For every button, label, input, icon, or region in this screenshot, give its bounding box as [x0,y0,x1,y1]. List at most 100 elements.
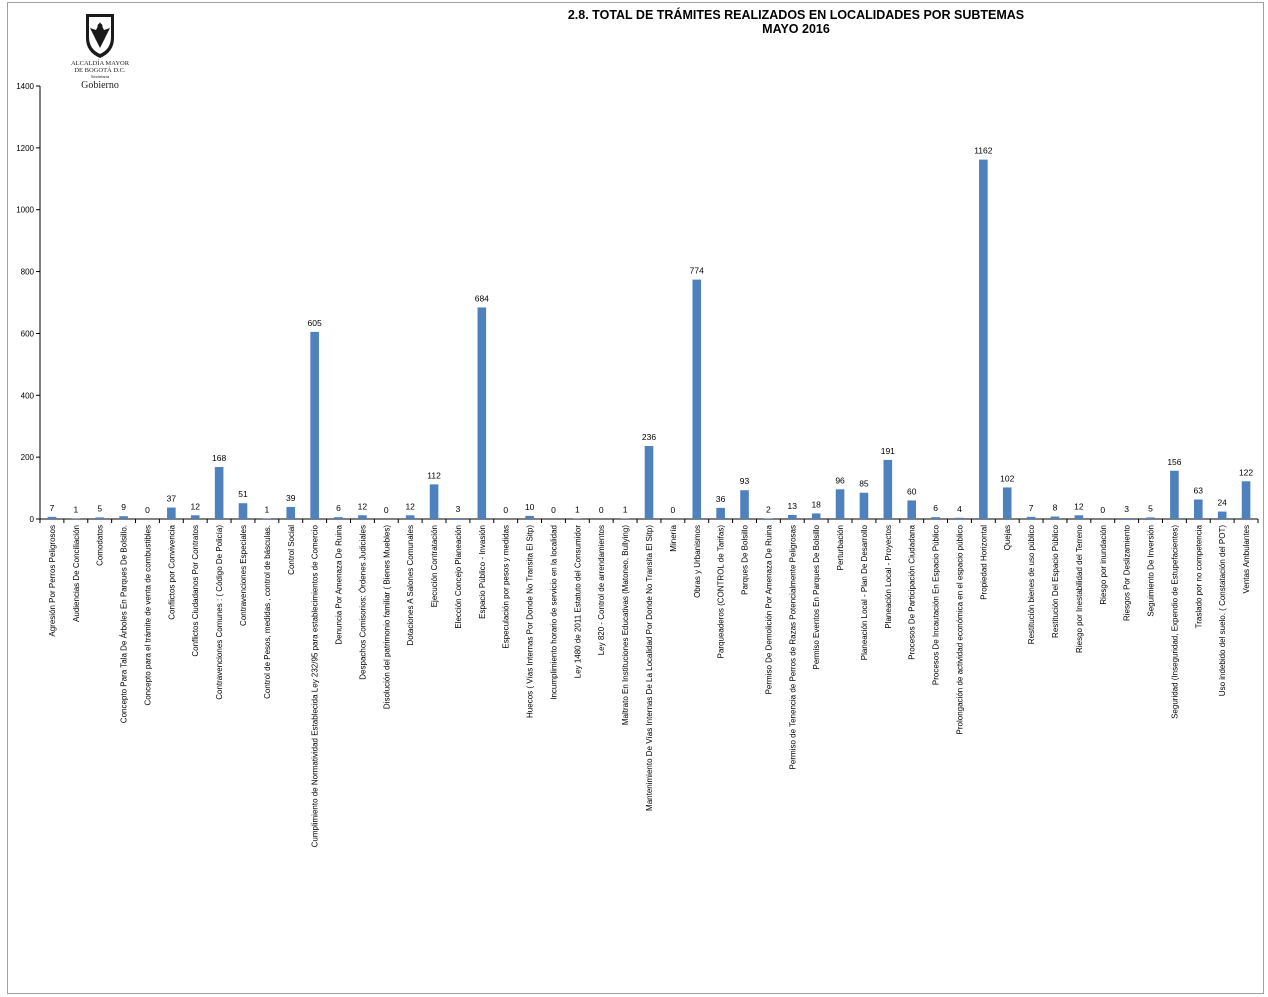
category-label: Dotaciones A Salones Comunales [406,525,415,646]
bar-value-label: 12 [358,501,368,511]
bar-value-label: 1162 [974,146,993,156]
bar-value-label: 12 [191,501,201,511]
chart-subtitle: MAYO 2016 [762,22,830,36]
bar-value-label: 0 [671,505,676,515]
bar-value-label: 96 [835,475,845,485]
bar [692,279,702,519]
bar-value-label: 12 [1074,501,1084,511]
bar-value-label: 13 [788,501,798,511]
y-tick-label: 0 [30,515,35,524]
bar-value-label: 191 [881,446,895,456]
y-tick-label: 600 [21,329,35,338]
bar-value-label: 39 [286,493,296,503]
category-label: Ley 1480 de 2011 Estatuto del Consumidor [573,525,582,679]
bar-value-label: 102 [1000,473,1014,483]
category-label: Disolución del patrimonio familiar ( Bie… [382,525,391,709]
y-tick-label: 1200 [16,144,34,153]
bar-value-label: 684 [475,293,489,303]
chart-frame [7,2,1264,994]
bar [525,515,534,519]
bar-value-label: 6 [336,503,341,513]
bar [1193,499,1203,519]
bar-value-label: 1 [623,505,628,515]
bar-value-label: 12 [405,501,415,511]
category-label: Procesos De Incautación En Espacio Públi… [932,524,941,685]
bar-value-label: 0 [551,505,556,515]
bar [1241,481,1251,519]
bar [477,307,487,519]
bar [119,516,128,519]
category-label: Despachos Comisorios: Órdenes Judiciales [358,525,367,680]
category-label: Parques De Bolsillo [741,524,750,594]
bar-value-label: 605 [308,318,322,328]
bar-value-label: 1 [73,505,78,515]
bar-value-label: 8 [1053,503,1058,513]
bar [740,490,749,519]
bar-value-label: 2 [766,504,771,514]
category-label: Perturbación [836,525,845,570]
chart-title: 2.8. TOTAL DE TRÁMITES REALIZADOS EN LOC… [460,8,1132,36]
category-label: Restitución Del Espacio Público [1051,524,1060,637]
category-label: Traslado por no competencia [1194,524,1203,628]
category-label: Cumplimiento de Normatividad Establecida… [311,524,320,847]
category-label: Propiedad Horizontal [979,525,988,600]
bar-value-label: 85 [859,479,869,489]
bar-value-label: 122 [1239,467,1253,477]
category-labels: Agresión Por Perros Peligrosos Audiencias… [48,524,1251,847]
category-label: Riesgos Por Deslizamiento [1123,524,1132,621]
bar [405,515,415,519]
bar [358,515,367,519]
bar [167,507,176,519]
chart-title-line1: 2.8. TOTAL DE TRÁMITES REALIZADOS EN LOC… [567,8,1025,22]
coat-of-arms-icon [86,14,114,58]
bar [1002,487,1012,519]
bar-value-label: 36 [716,494,726,504]
bogota-logo: ALCALDÍA MAYOR DE BOGOTÁ D.C. Secretaría… [66,12,134,96]
bar-value-label: 24 [1217,498,1227,508]
bar-value-label: 112 [427,470,441,480]
bar [955,517,964,519]
category-label: Contravenciones Comunes : ( Código De Po… [215,525,224,700]
bar-value-label: 774 [690,266,704,276]
category-label: Maltrato En Instituciones Educativas (Ma… [621,525,630,725]
y-tick-label: 1400 [16,82,34,91]
bar [859,492,869,519]
bar [1026,516,1036,519]
bar [47,516,57,519]
bar-value-label: 0 [384,505,389,515]
bar [1050,516,1060,519]
category-label: Control de Pesos, medidas , control de b… [263,525,272,699]
bar-value-label: 3 [456,504,461,514]
bar [1217,511,1227,519]
category-label: Procesos De Participación Ciudadana [908,524,917,659]
bar-value-label: 6 [933,503,938,513]
bar-value-label: 5 [97,503,102,513]
category-label: Incumplimiento horario de servicio en la… [549,525,558,700]
category-label: Riesgo por inundación [1099,525,1108,605]
category-label: Ley 820 - Control de arrendamientos [597,525,606,655]
category-label: Permiso Eventos En Parques De Bolsillo [812,524,821,669]
category-label: Ejecución Contratación [430,525,439,607]
bar [1074,515,1084,519]
bar-value-label: 4 [957,504,962,514]
category-label: Riesgo por Inestabilidad del Terreno [1075,524,1084,652]
category-label: Huecos ( Vías Internas Por Donde No Tran… [526,525,535,718]
category-label: Conflictos por Convivencia [167,524,176,619]
bar [979,159,988,520]
category-label: Control Social [287,525,296,575]
category-label: Agresión Por Perros Peligrosos [48,525,57,637]
bar-value-label: 1 [575,505,580,515]
category-label: Seguimiento De Inversión [1147,525,1156,617]
bar-value-label: 60 [907,486,917,496]
bar-value-label: 0 [503,505,508,515]
bar-value-label: 236 [642,432,656,442]
y-tick-label: 200 [21,453,35,462]
bar-value-label: 18 [811,499,821,509]
bar [429,484,439,519]
y-tick-label: 400 [21,391,35,400]
category-label: Especulación por pesos y medidas [502,525,511,649]
x-axis [39,518,1259,523]
category-label: Mantenimiento De Vías Internas De La Loc… [645,525,654,811]
bar [907,500,917,519]
